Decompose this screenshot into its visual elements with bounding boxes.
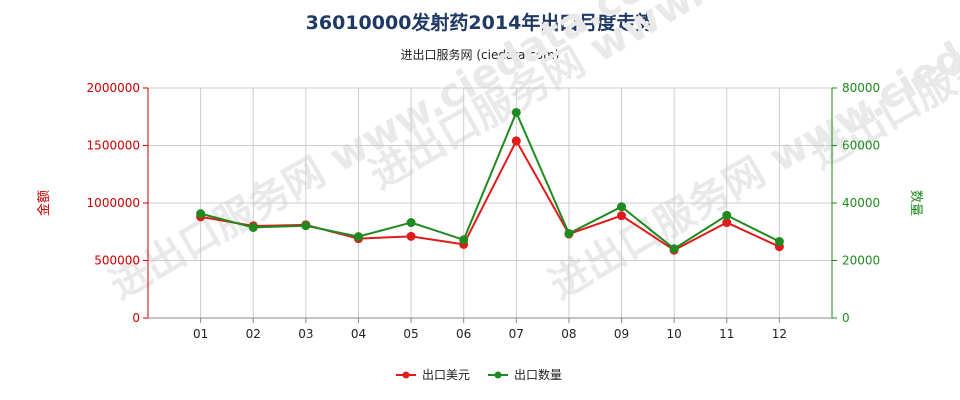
chart-title: 36010000发射药2014年出口月度走势	[305, 12, 655, 34]
x-tick-label: 07	[509, 327, 524, 341]
x-tick-label: 09	[614, 327, 629, 341]
series-2-point	[774, 237, 784, 247]
series-2-point	[511, 107, 521, 117]
series-2-point	[617, 202, 627, 212]
legend-swatch-marker	[402, 371, 410, 379]
y-axis-right-title: 数量	[908, 190, 923, 216]
series-2-point	[301, 221, 311, 231]
x-tick-label: 02	[246, 327, 261, 341]
legend-swatch-marker	[494, 371, 502, 379]
y-left-tick-label: 1500000	[87, 139, 140, 153]
x-tick-label: 06	[456, 327, 471, 341]
series-2-point	[669, 244, 679, 254]
series-1-point	[722, 218, 732, 228]
x-tick-label: 11	[719, 327, 734, 341]
x-tick-label: 12	[772, 327, 787, 341]
legend: 出口美元 出口数量	[396, 367, 562, 382]
y-right-tick-label: 20000	[842, 254, 880, 268]
series-2-point	[722, 210, 732, 220]
tick-labels: 0 500000 1000000 1500000 2000000 0 20000 40000 6…	[87, 81, 881, 341]
y-right-tick-label: 0	[842, 311, 850, 325]
x-tick-label: 05	[403, 327, 418, 341]
x-tick-label: 10	[667, 327, 682, 341]
series-1-point	[406, 231, 416, 241]
y-left-tick-label: 500000	[94, 254, 140, 268]
series-2-point	[353, 232, 363, 242]
series-2-point	[248, 222, 258, 232]
legend-label: 出口数量	[514, 367, 562, 382]
series-2-point	[459, 235, 469, 245]
series-1-point	[511, 136, 521, 146]
series-line-2	[200, 109, 780, 250]
y-left-tick-label: 2000000	[87, 81, 140, 95]
y-right-tick-label: 80000	[842, 81, 880, 95]
chart-subtitle: 进出口服务网 (ciedata.com)	[400, 48, 560, 62]
y-axis-left-title: 金额	[36, 190, 52, 216]
y-right-tick-label: 40000	[842, 196, 880, 210]
y-left-tick-label: 1000000	[87, 196, 140, 210]
x-tick-label: 03	[298, 327, 313, 341]
x-tick-label: 08	[561, 327, 576, 341]
series-2-point	[406, 218, 416, 228]
series-1-point	[617, 211, 627, 221]
series-layer	[196, 107, 784, 255]
y-left-tick-label: 0	[132, 311, 140, 325]
series-2-point	[196, 209, 206, 219]
x-tick-label: 04	[351, 327, 366, 341]
series-2-point	[564, 228, 574, 238]
y-right-tick-label: 60000	[842, 139, 880, 153]
legend-label: 出口美元	[422, 368, 470, 382]
x-tick-label: 01	[193, 327, 208, 341]
